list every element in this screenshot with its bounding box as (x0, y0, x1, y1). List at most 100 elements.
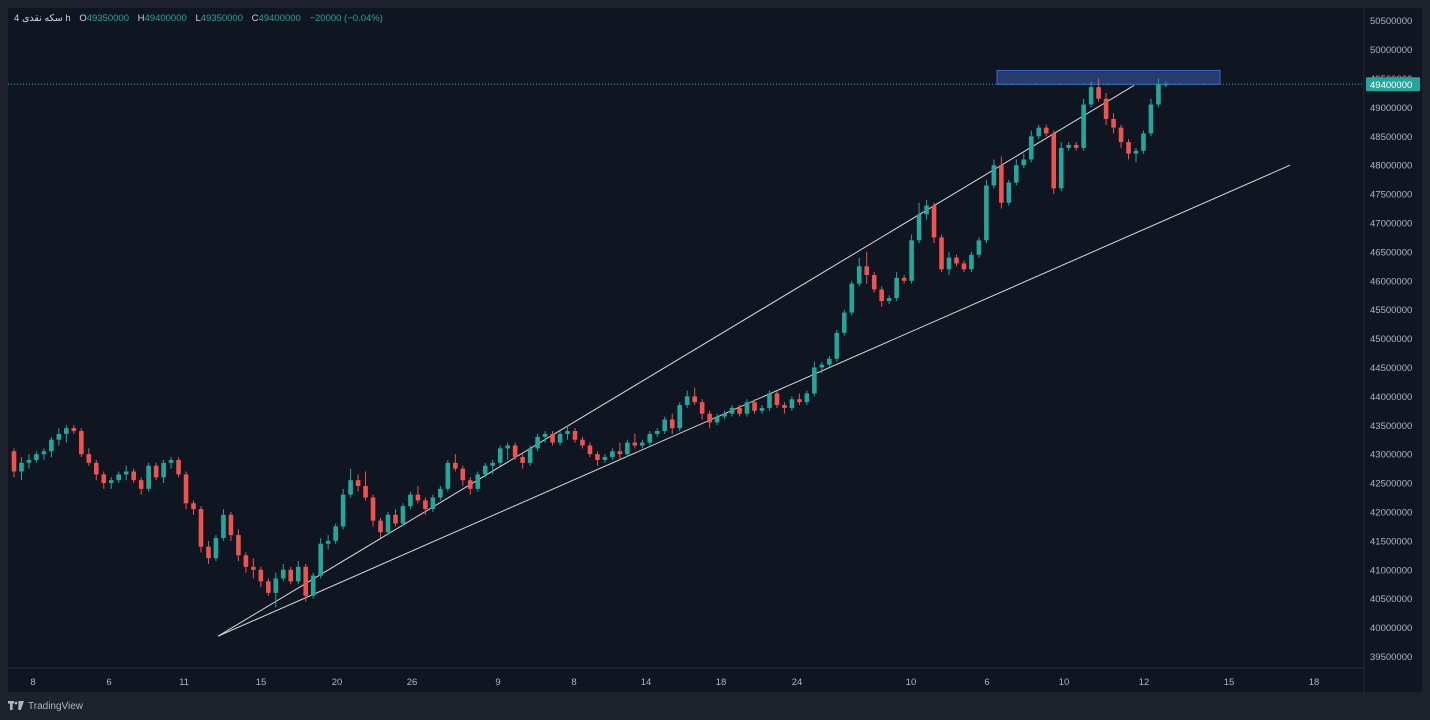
time-tick-label: 18 (716, 677, 727, 688)
candle (812, 361, 817, 397)
candle-body (348, 480, 353, 495)
candle (744, 399, 750, 417)
price-tick-label: 47500000 (1370, 190, 1412, 201)
tradingview-logo-icon[interactable] (8, 701, 24, 711)
price-tick-label: 45500000 (1370, 305, 1412, 316)
low-value: 49350000 (200, 13, 244, 24)
candle-body (123, 471, 129, 475)
candle (11, 448, 17, 478)
candle-body (430, 497, 436, 510)
candle-body (34, 454, 39, 460)
high-value: 49400000 (144, 13, 187, 24)
candle (273, 572, 279, 608)
candle-body (71, 428, 77, 432)
candle-body (916, 214, 922, 241)
candle-body (684, 396, 690, 406)
candle-body (976, 240, 982, 255)
candle (1118, 124, 1124, 148)
candle-body (228, 514, 234, 536)
last-price-marker: 49400000 (8, 77, 1420, 92)
candle (752, 399, 757, 414)
candle (669, 413, 675, 434)
chart-pane[interactable] (8, 8, 1422, 692)
candle (797, 393, 802, 406)
candle (782, 402, 787, 414)
candle-body (692, 396, 697, 403)
candle-body (744, 402, 750, 414)
candle-body (1096, 87, 1101, 99)
candle-body (453, 462, 458, 469)
time-tick-label: 14 (641, 677, 652, 688)
candle (961, 260, 967, 273)
candle (1021, 153, 1027, 169)
candle (976, 237, 982, 258)
candle (1088, 81, 1094, 108)
candle-body (370, 497, 376, 521)
candle (1028, 130, 1034, 163)
candle-body (580, 439, 585, 446)
time-tick-label: 9 (495, 677, 500, 688)
candle-body (669, 419, 675, 429)
candle (86, 448, 92, 466)
candle-body (677, 405, 683, 429)
candle-body (707, 413, 712, 423)
price-axis[interactable]: 5050000050000000495000004900000048500000… (1363, 8, 1412, 692)
trendlines[interactable] (217, 85, 1291, 637)
candle-body (856, 266, 862, 284)
candle-body (610, 451, 615, 458)
candle (288, 566, 294, 585)
candle-body (1021, 159, 1027, 166)
candle (41, 448, 47, 460)
candle-body (640, 442, 645, 446)
candle-body (1141, 133, 1146, 151)
symbol-name[interactable]: 4 سکه نقدی h (14, 13, 71, 24)
open-value: 49350000 (86, 13, 129, 24)
candle (999, 156, 1004, 209)
candle-body (969, 254, 974, 270)
candle-body (991, 165, 997, 186)
time-tick-label: 15 (1224, 677, 1235, 688)
candle-body (1088, 87, 1094, 105)
price-tick-label: 44000000 (1370, 392, 1412, 403)
candle-body (288, 569, 294, 582)
candle-body (722, 413, 727, 417)
candlestick-chart[interactable]: 5050000050000000495000004900000048500000… (8, 8, 1422, 692)
candle (520, 454, 525, 469)
candle (512, 442, 518, 460)
candle (348, 468, 353, 498)
candle-body (557, 433, 563, 443)
candle (1133, 147, 1139, 163)
candle-body (1058, 147, 1064, 189)
candle (954, 254, 959, 267)
resistance-zone[interactable] (996, 69, 1221, 85)
candle-body (423, 500, 428, 510)
candle (924, 199, 929, 221)
change-value: −20000 (−0.04%) (309, 13, 383, 24)
candle (1103, 92, 1109, 125)
candle-body (565, 431, 570, 434)
price-tick-label: 47000000 (1370, 218, 1412, 229)
time-axis[interactable]: 8 6 11 15 20 26 9 8 14 18 24 10 6 10 12 15 18 (8, 667, 1364, 688)
close-value: 49400000 (258, 13, 301, 24)
candle-body (1103, 98, 1109, 119)
candle (467, 477, 473, 495)
candle (1111, 113, 1116, 134)
candle (692, 387, 697, 406)
candle-body (654, 431, 660, 434)
high-label: H (137, 13, 145, 24)
candle-body (161, 462, 166, 478)
candle-body (355, 480, 361, 486)
candle-body (774, 393, 780, 406)
candle-body (939, 237, 944, 270)
brand-name[interactable]: TradingView (28, 700, 84, 712)
candle-body (116, 474, 122, 481)
ohlc-legend: 4 سکه نقدی h O49350000 H49400000 L493500… (14, 13, 389, 24)
candle (1096, 78, 1101, 102)
candle (310, 572, 316, 599)
candle (1066, 142, 1071, 151)
candle-body (191, 503, 196, 510)
candle-body (901, 277, 907, 281)
candle-body (1156, 84, 1161, 105)
candle-body (86, 454, 92, 463)
candle-body (587, 445, 593, 455)
